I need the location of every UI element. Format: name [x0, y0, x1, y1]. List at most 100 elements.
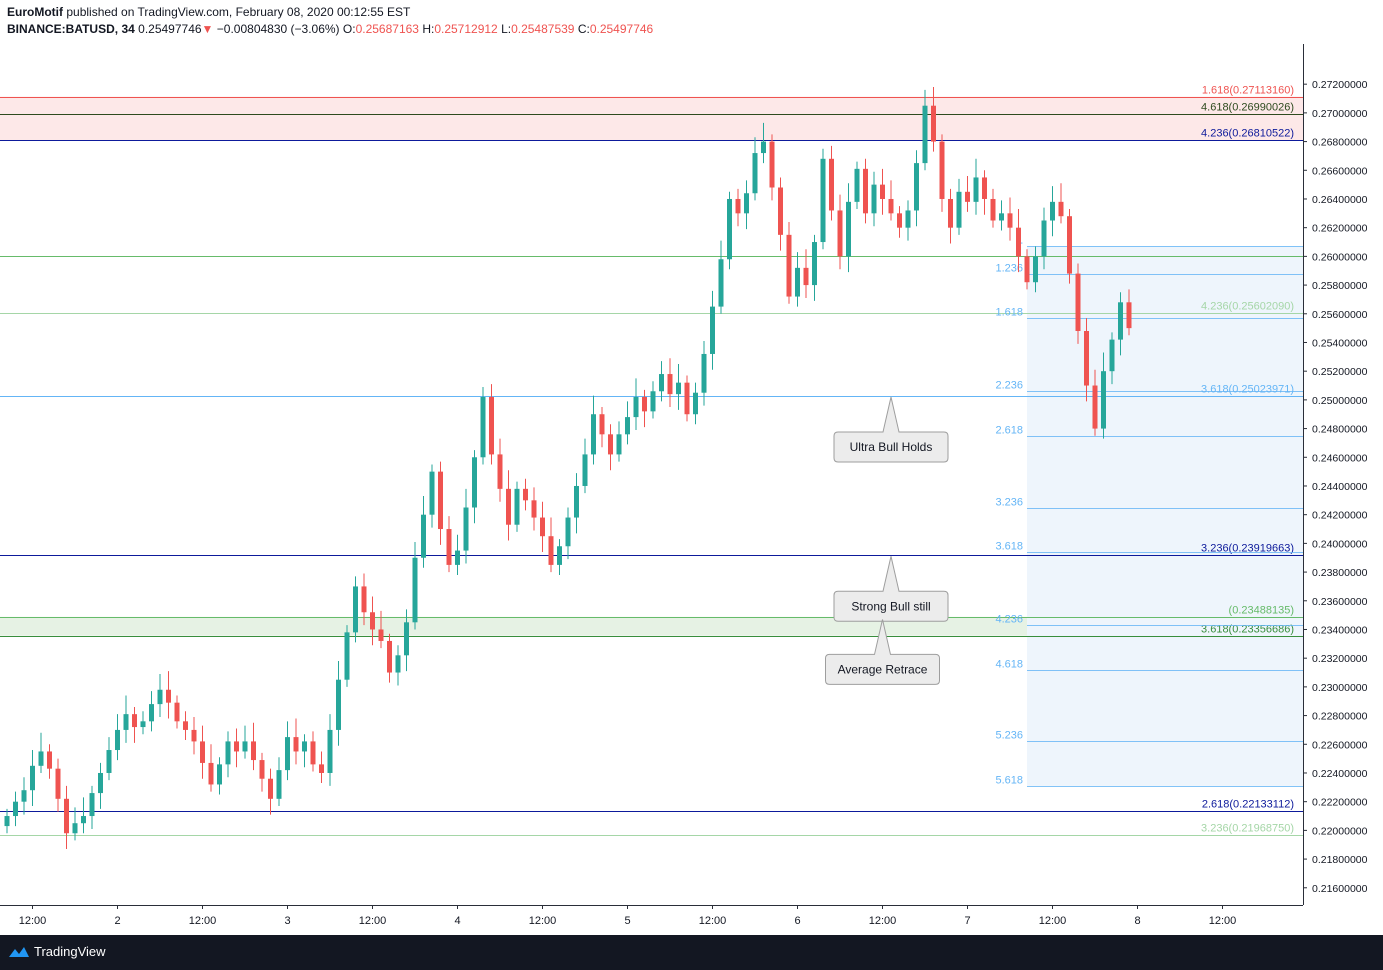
candle-body	[1075, 273, 1081, 331]
candle-body	[557, 546, 562, 565]
candle-body	[412, 557, 418, 623]
price-tick-label: 0.24000000	[1312, 538, 1368, 550]
price-tick-label: 0.25600000	[1312, 309, 1368, 321]
candle-body	[744, 193, 749, 214]
price-axis[interactable]: 0.27200000 0.27000000 0.26800000 0.26600000…	[1303, 79, 1368, 895]
candle-body	[361, 586, 367, 613]
candle-body	[1109, 339, 1115, 372]
candle-body	[455, 550, 460, 565]
price-tick-label: 0.26400000	[1312, 194, 1368, 206]
candle-body	[268, 778, 273, 799]
candle-body	[302, 741, 307, 752]
fib-background	[1027, 246, 1303, 786]
candle-body	[13, 801, 18, 817]
author-name[interactable]: EuroMotif	[7, 5, 63, 19]
candle-body	[336, 679, 341, 730]
candle-body	[1126, 302, 1132, 329]
candle-body	[276, 770, 282, 799]
price-tick-label: 0.26800000	[1312, 137, 1368, 149]
fib-level-label: 5.618	[995, 775, 1023, 787]
candle-body	[616, 434, 622, 455]
candle-body	[353, 586, 358, 633]
symbol-label[interactable]: BINANCE:BATUSD, 34	[7, 22, 135, 36]
candle-body	[786, 234, 792, 297]
price-tick-label: 0.24400000	[1312, 481, 1368, 493]
candle-body	[310, 741, 316, 765]
candle-body	[72, 823, 78, 834]
candle-body	[684, 382, 690, 415]
candle-body	[30, 765, 35, 791]
horizontal-line-label: 1.618(0.27113160)	[1202, 85, 1294, 97]
close-label: C:	[577, 22, 590, 36]
callout: Ultra Bull Holds	[833, 396, 949, 463]
candle-body	[820, 158, 826, 243]
time-tick-label: 7	[964, 915, 970, 927]
candle-body	[582, 454, 588, 486]
horizontal-line-label: 3.236(0.23919663)	[1201, 543, 1294, 555]
fib-level-label: 3.236	[995, 497, 1023, 509]
time-tick-label: 12:00	[19, 915, 47, 927]
candle-body	[1092, 385, 1098, 429]
callout-text: Average Retrace	[838, 662, 928, 676]
candle-body	[1007, 213, 1013, 228]
candle-body	[132, 714, 137, 728]
candle-body	[795, 267, 800, 297]
candle-body	[599, 414, 605, 435]
published-text: published on TradingView.com, February 0…	[66, 5, 411, 19]
low-label: L:	[501, 22, 512, 36]
highlight-zones	[0, 96, 1303, 636]
callout: Strong Bull still	[833, 556, 949, 622]
time-tick-label: 12:00	[189, 915, 217, 927]
price-tick-label: 0.23000000	[1312, 682, 1368, 694]
candle-body	[497, 454, 503, 489]
candle-body	[676, 382, 681, 395]
fib-level-label: 5.236	[995, 730, 1023, 742]
price-tick-label: 0.25200000	[1312, 366, 1368, 378]
tradingview-logo-icon[interactable]	[8, 944, 30, 960]
fib-extension-background	[1027, 246, 1303, 786]
time-axis[interactable]: 12:00 2 12:00 3 12:00 4 12:00 5 12:00 6 12:00 7 12:0…	[19, 905, 1237, 927]
candle-body	[982, 177, 987, 199]
candles	[4, 87, 1132, 850]
candle-body	[191, 729, 197, 742]
candle-body	[157, 689, 163, 705]
candle-body	[115, 729, 120, 751]
price-tick-label: 0.24800000	[1312, 424, 1368, 436]
candle-body	[608, 434, 613, 455]
candle-body	[242, 741, 248, 752]
candle-body	[421, 514, 426, 558]
price-tick-label: 0.24200000	[1312, 510, 1368, 522]
fib-level-label: 2.618	[995, 425, 1023, 437]
horizontal-lines: 1.618(0.27113160)4.618(0.26990026)4.236(…	[0, 85, 1303, 836]
candle-body	[939, 141, 945, 199]
candle-body	[769, 141, 775, 188]
candle-body	[812, 242, 817, 286]
price-tick-label: 0.21800000	[1312, 854, 1368, 866]
price-tick-label: 0.25800000	[1312, 280, 1368, 292]
candle-body	[506, 488, 511, 525]
fib-level-label: 1.618	[995, 307, 1023, 319]
candle-body	[829, 158, 834, 211]
price-zone	[0, 96, 1303, 141]
candle-body	[778, 187, 783, 235]
candle-body	[922, 105, 928, 164]
price-tick-label: 0.27200000	[1312, 79, 1368, 91]
candle-body	[548, 536, 554, 565]
horizontal-line-label: 3.618(0.23356686)	[1201, 624, 1294, 636]
candle-body	[803, 267, 809, 286]
callout-text: Strong Bull still	[851, 599, 930, 613]
candle-body	[990, 198, 996, 221]
candle-body	[1058, 201, 1064, 217]
candle-body	[1016, 227, 1021, 257]
price-chart[interactable]: 1.618(0.27113160)4.618(0.26990026)4.236(…	[0, 0, 1383, 935]
candle-body	[1033, 256, 1038, 283]
candle-body	[463, 507, 469, 551]
time-tick-label: 2	[114, 915, 120, 927]
tradingview-brand[interactable]: TradingView	[34, 944, 106, 959]
price-tick-label: 0.24600000	[1312, 452, 1368, 464]
candle-body	[523, 488, 528, 501]
candle-body	[1067, 216, 1072, 274]
candle-body	[965, 191, 970, 202]
horizontal-line-label: 3.618(0.25023971)	[1201, 384, 1294, 396]
candle-body	[514, 488, 520, 525]
